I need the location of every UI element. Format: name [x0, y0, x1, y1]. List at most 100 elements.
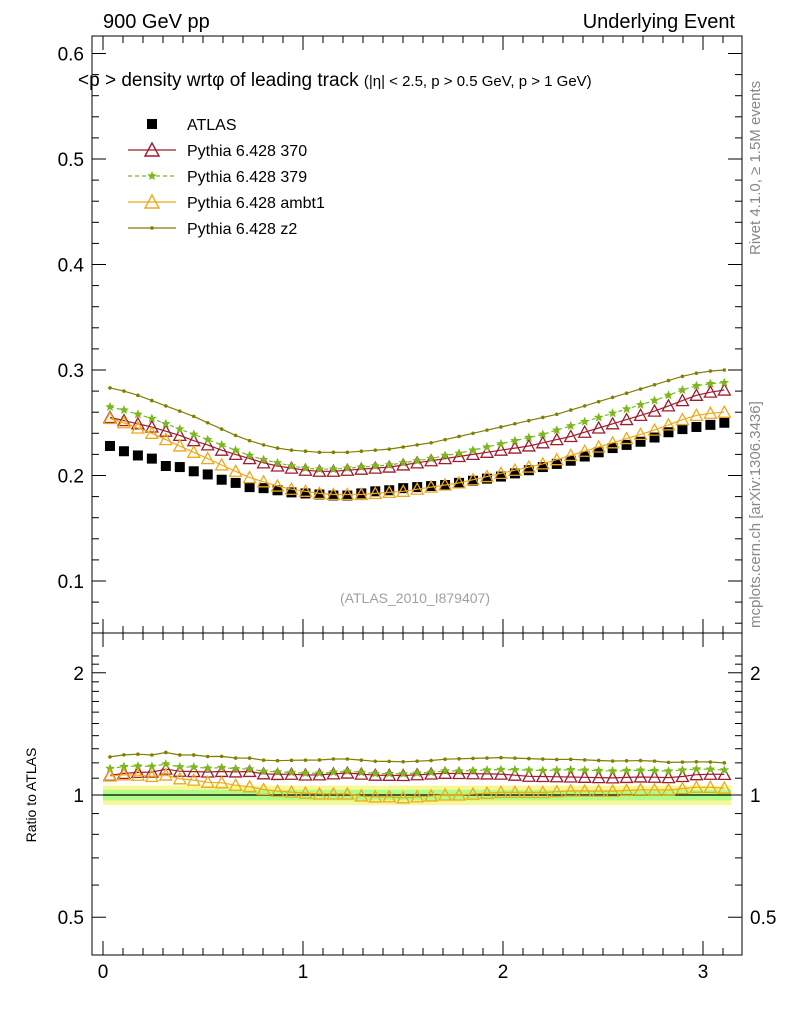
series-2-point	[663, 390, 674, 400]
series-2-ratio-point	[244, 764, 255, 774]
series-4-point	[541, 415, 545, 420]
series-1-ratio-point	[326, 766, 341, 780]
series-2-ratio-point	[468, 765, 478, 775]
series-3-ratio-point	[396, 790, 411, 804]
series-3-point	[284, 481, 299, 495]
series-1-point	[591, 420, 606, 434]
legend-label-0: ATLAS	[187, 117, 237, 134]
series-1-point	[130, 416, 145, 430]
series-1-ratio-point	[340, 765, 355, 779]
series-4-ratio-point	[108, 755, 112, 759]
series-3-point	[228, 463, 243, 477]
series-4-point	[191, 414, 196, 419]
series-2-point	[510, 435, 520, 445]
series-1-ratio-point	[647, 769, 662, 783]
series-4-ratio-point	[596, 758, 601, 763]
series-4-ratio-point	[289, 758, 294, 763]
series-1-ratio-point	[424, 766, 439, 780]
series-3-point	[437, 477, 453, 491]
series-4-point	[568, 408, 573, 412]
series-4-ratio-point	[527, 756, 531, 761]
series-1-point	[619, 412, 634, 426]
series-2-ratio-point	[300, 768, 311, 778]
series-3-point	[396, 483, 411, 497]
series-3-ratio-point	[563, 783, 578, 797]
series-0-point	[356, 488, 367, 499]
series-2-ratio-point	[105, 763, 115, 773]
series-3-ratio-point	[605, 783, 620, 797]
series-1-point	[116, 413, 132, 427]
series-3-ratio-point	[619, 783, 634, 797]
series-3-point	[186, 444, 201, 458]
series-4-ratio-point	[164, 750, 168, 755]
series-4-ratio-point	[457, 756, 461, 761]
series-0-point	[342, 490, 353, 501]
series-1-point	[228, 447, 243, 461]
series-1-ratio-point	[158, 761, 173, 775]
y-tick-label: 0.5	[58, 150, 84, 171]
series-2-ratio-point	[258, 766, 269, 776]
series-1-ratio-point	[619, 770, 634, 784]
series-4-ratio-point	[303, 758, 308, 762]
axis-ticks: 0 1 2 3 0.1 0.2 0.3 0.4 0.5 0.6 0.5 0.5 1 1 2 2	[58, 36, 776, 983]
series-0-point	[426, 481, 437, 492]
series-1-point	[535, 435, 550, 449]
series-2-ratio-point	[398, 768, 408, 778]
series-2-point	[593, 412, 604, 422]
series-4-point	[317, 450, 322, 455]
series-4-point	[261, 443, 266, 447]
series-4-ratio-point	[178, 753, 182, 757]
series-3-ratio-point	[689, 779, 704, 793]
series-1-ratio-point	[465, 766, 481, 780]
series-2-point	[454, 448, 464, 458]
series-4-point	[527, 418, 531, 423]
legend-label-3: Pythia 6.428 ambt1	[187, 195, 325, 212]
series-4-ratio-point	[387, 759, 392, 764]
series-1-point	[396, 457, 411, 471]
series-2-ratio-point	[161, 759, 171, 769]
series-1-ratio-point	[521, 768, 536, 782]
series-4-ratio-point	[247, 756, 252, 760]
series-2-point	[719, 377, 730, 387]
series-3-ratio-point	[326, 786, 341, 800]
series-1-ratio-point	[256, 766, 271, 780]
series-2-point	[482, 442, 492, 452]
series-2-ratio-point	[649, 765, 660, 775]
series-2-point	[342, 463, 353, 473]
series-3-point	[535, 456, 550, 470]
series-2-ratio-point	[230, 763, 241, 773]
series-2-point	[566, 420, 576, 430]
series-0-point	[314, 489, 325, 500]
series-2-point	[398, 457, 408, 467]
legend-label-2: Pythia 6.428 379	[187, 169, 307, 186]
series-1-point	[424, 453, 439, 467]
series-3-ratio-point	[270, 783, 285, 797]
series-1-point	[521, 438, 536, 452]
series-0-point	[691, 421, 702, 432]
series-0-point	[174, 462, 185, 473]
series-2-ratio-point	[133, 761, 143, 771]
series-1-point	[382, 459, 397, 473]
series-3-point	[689, 408, 704, 422]
series-0-point	[104, 440, 115, 451]
series-2-ratio-point	[216, 762, 227, 772]
series-2-point	[161, 418, 171, 428]
series-4-ratio-point	[150, 753, 154, 757]
series-4-point	[443, 437, 447, 442]
series-4-ratio-point	[694, 759, 699, 764]
series-4-point	[219, 427, 224, 431]
series-0-point	[649, 432, 660, 443]
series-1-point	[368, 460, 383, 474]
series-1-point	[354, 461, 369, 475]
series-3-ratio-point	[284, 784, 299, 798]
series-0-point	[160, 461, 171, 472]
series-2-point	[496, 438, 506, 448]
series-2-point	[300, 463, 311, 473]
series-3-ratio-point	[549, 784, 564, 798]
series-2-point	[147, 413, 157, 423]
series-4-ratio-point	[638, 758, 643, 763]
series-1-ratio-point	[312, 767, 327, 781]
series-3-ratio-point	[410, 789, 425, 803]
series-4-ratio-point	[610, 759, 615, 763]
series-2-point	[677, 385, 688, 395]
